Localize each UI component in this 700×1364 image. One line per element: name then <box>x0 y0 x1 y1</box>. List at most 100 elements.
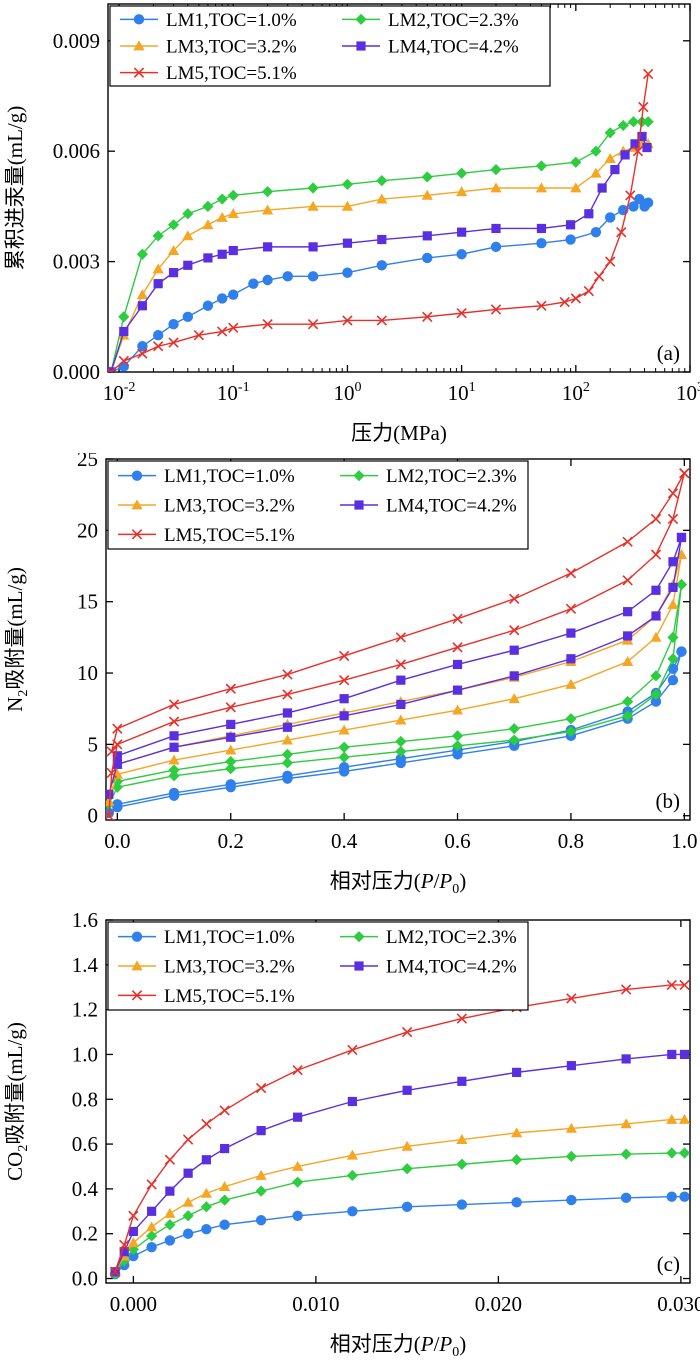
x-tick-label: 0.010 <box>292 1292 339 1316</box>
x-tick-label: 0.6 <box>444 829 470 853</box>
series-line <box>110 73 649 372</box>
series-5 <box>106 468 690 820</box>
series-1 <box>108 193 654 372</box>
data-point <box>292 1064 303 1076</box>
legend-swatch-marker <box>355 13 367 25</box>
data-point <box>535 160 548 172</box>
legend-swatch-marker <box>131 470 143 481</box>
data-point <box>376 315 387 326</box>
legend-label: LM4,TOC=4.2% <box>386 496 517 517</box>
data-point <box>201 1155 211 1165</box>
legend-label: LM1,TOC=1.0% <box>164 927 295 948</box>
data-point <box>565 1122 577 1133</box>
data-point <box>108 366 117 372</box>
data-point <box>338 741 350 753</box>
series-line <box>108 537 683 795</box>
data-point <box>490 182 502 193</box>
data-point <box>509 625 520 636</box>
data-point <box>119 326 129 337</box>
data-point <box>137 348 148 359</box>
x-tick-label: 0.4 <box>331 829 358 853</box>
data-point <box>638 101 649 113</box>
data-point <box>630 139 640 149</box>
data-point <box>165 1186 175 1196</box>
data-point <box>339 694 349 704</box>
data-point <box>347 1044 358 1056</box>
data-point <box>422 311 433 322</box>
data-point <box>112 759 122 769</box>
data-point <box>128 1210 139 1221</box>
data-point <box>650 631 662 642</box>
data-point <box>642 68 654 80</box>
data-point <box>342 238 353 248</box>
y-axis-title: 累积进汞量(mL/g) <box>3 106 27 270</box>
data-point <box>395 745 407 758</box>
chart-a-svg: 0.000 0.003 0.006 0.009 10-2 10-1 100 101 102 103… <box>3 3 700 445</box>
data-point <box>401 1026 413 1038</box>
data-point <box>216 211 228 222</box>
legend-swatch-marker <box>131 931 143 942</box>
data-point <box>153 279 163 289</box>
data-point <box>225 702 236 713</box>
data-point <box>182 1196 194 1207</box>
data-point <box>376 175 388 187</box>
data-point <box>604 212 616 223</box>
legend-label: LM3,TOC=3.2% <box>164 957 295 978</box>
x-tick-label: 0.2 <box>218 829 244 853</box>
data-point <box>168 268 179 278</box>
data-point <box>108 367 116 372</box>
data-point <box>668 557 678 567</box>
data-point <box>127 1237 139 1248</box>
legend-swatch-marker <box>131 499 143 510</box>
data-point <box>395 753 407 764</box>
data-point <box>182 1228 194 1239</box>
data-point <box>109 1266 121 1277</box>
data-point <box>118 355 129 367</box>
data-point <box>203 253 213 263</box>
legend-box <box>109 5 551 87</box>
data-point <box>168 716 180 727</box>
series-line <box>110 121 649 372</box>
x-tick-label: 0.0 <box>104 829 130 853</box>
data-point <box>183 1168 193 1178</box>
data-point <box>282 770 293 781</box>
data-point <box>347 1206 358 1217</box>
data-point <box>225 744 237 755</box>
data-point <box>511 1197 522 1208</box>
data-point <box>401 1140 413 1151</box>
y-tick-label: 0.2 <box>72 1222 98 1246</box>
panel-label: (c) <box>657 1252 680 1276</box>
data-point <box>632 146 644 157</box>
data-point <box>565 1150 577 1162</box>
data-point <box>667 513 679 525</box>
data-point <box>292 1160 304 1171</box>
data-point <box>650 670 662 682</box>
data-point <box>456 1158 468 1170</box>
data-point <box>341 200 354 211</box>
data-point <box>536 300 547 311</box>
data-point <box>282 669 293 680</box>
plot-frame <box>105 919 691 1284</box>
data-point <box>650 549 662 560</box>
legend-swatch-marker <box>354 500 364 510</box>
y-tick-label: 0.0 <box>72 1267 98 1291</box>
data-point <box>201 1118 212 1130</box>
data-point <box>422 252 433 264</box>
y-tick-label: 1.4 <box>72 953 99 977</box>
series-line <box>114 1196 685 1275</box>
data-point <box>342 267 353 278</box>
x-tick-label: 1.0 <box>671 829 697 853</box>
series-line <box>108 651 683 814</box>
legend-label: LM2,TOC=2.3% <box>388 10 519 31</box>
chart-b-svg: 0 5 10 15 20 25 0.0 0.2 0.4 0.6 0.8 1.0 相对压力(P/P0) N2… <box>3 447 697 897</box>
x-tick-label: 103 <box>676 380 700 405</box>
data-point <box>220 1143 230 1154</box>
data-point <box>456 249 467 260</box>
data-point <box>112 751 122 761</box>
data-point <box>111 781 123 793</box>
y-axis-title: CO2吸附量(mL/g) <box>3 1022 31 1181</box>
plot-area <box>108 68 654 372</box>
data-point <box>456 1133 468 1144</box>
y-tick-label: 1.2 <box>72 998 98 1022</box>
legend-label: LM5,TOC=5.1% <box>166 63 297 84</box>
